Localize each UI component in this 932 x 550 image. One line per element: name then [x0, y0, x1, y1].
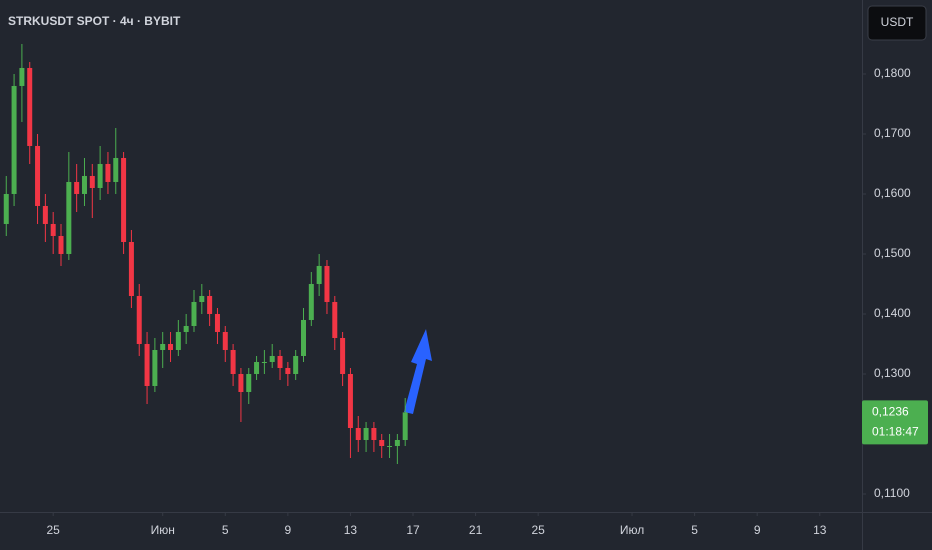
x-tick-label: 9 — [754, 523, 761, 537]
x-tick-label: 5 — [691, 523, 698, 537]
candle-body — [121, 157, 127, 242]
candle-body — [136, 295, 142, 344]
candle-body — [42, 205, 48, 224]
candle-body — [168, 343, 174, 350]
candle-body — [66, 181, 72, 254]
x-tick-label: 5 — [222, 523, 229, 537]
candle-body — [379, 439, 385, 446]
candle-body — [128, 241, 134, 296]
candle-body — [74, 181, 80, 194]
candle-body — [402, 412, 408, 440]
x-tick-label: 25 — [531, 523, 545, 537]
candle-body — [347, 373, 353, 428]
x-tick-label: 21 — [469, 523, 483, 537]
candle-body — [394, 439, 400, 446]
y-tick-label: 0,1400 — [874, 306, 911, 320]
candle-body — [332, 301, 338, 338]
countdown: 01:18:47 — [872, 425, 919, 439]
candle-body — [316, 265, 322, 284]
candle-body — [207, 295, 213, 314]
candle-body — [308, 283, 314, 320]
x-tick-label: 25 — [47, 523, 61, 537]
candle-body — [214, 313, 220, 332]
candle-body — [175, 331, 181, 350]
candle-body — [105, 163, 111, 182]
candle-body — [144, 343, 150, 386]
candle-body — [261, 361, 267, 363]
candle-body — [113, 157, 119, 182]
y-tick-label: 0,1700 — [874, 126, 911, 140]
candle-body — [19, 67, 25, 86]
candle-body — [152, 349, 158, 386]
x-tick-label: 17 — [406, 523, 420, 537]
candle-body — [293, 355, 299, 374]
candle-body — [27, 67, 33, 146]
y-tick-label: 0,1800 — [874, 66, 911, 80]
candle-body — [183, 325, 189, 332]
candle-body — [285, 367, 291, 374]
candle-body — [199, 295, 205, 302]
candle-body — [324, 265, 330, 302]
currency-label[interactable]: USDT — [881, 15, 914, 29]
candle-body — [254, 361, 260, 374]
candle-body — [58, 235, 64, 254]
candle-body — [35, 145, 41, 206]
y-tick-label: 0,1300 — [874, 366, 911, 380]
candle-body — [269, 355, 275, 362]
candle-body — [191, 301, 197, 326]
x-tick-label: 9 — [285, 523, 292, 537]
candle-body — [50, 223, 56, 236]
candle-body — [11, 85, 17, 194]
candle-body — [246, 373, 252, 392]
candle-body — [371, 427, 377, 440]
currency-button[interactable] — [867, 5, 927, 41]
x-tick-label: Июл — [620, 523, 644, 537]
x-tick-label: Июн — [151, 523, 175, 537]
candle-body — [238, 373, 244, 392]
candle-body — [160, 343, 166, 350]
candle-body — [363, 427, 369, 440]
candle-body — [300, 319, 306, 356]
candle-body — [97, 163, 103, 188]
candle-body — [387, 445, 393, 447]
price-tag-label: 0,1236 — [872, 405, 909, 419]
candle-body — [3, 193, 9, 224]
x-tick-label: 13 — [813, 523, 827, 537]
x-tick-label: 13 — [344, 523, 358, 537]
candle-body — [355, 427, 361, 440]
candle-body — [81, 175, 87, 194]
y-tick-label: 0,1500 — [874, 246, 911, 260]
y-tick-label: 0,1100 — [874, 486, 910, 500]
candle-body — [230, 349, 236, 374]
candle-body — [89, 175, 95, 188]
candle-body — [340, 337, 346, 374]
chart-title: STRKUSDT SPOT · 4ч · BYBIT — [8, 14, 181, 28]
candle-body — [277, 355, 283, 368]
y-tick-label: 0,1600 — [874, 186, 911, 200]
candle-body — [222, 331, 228, 350]
price-tag — [862, 400, 928, 445]
arrow — [404, 329, 432, 414]
